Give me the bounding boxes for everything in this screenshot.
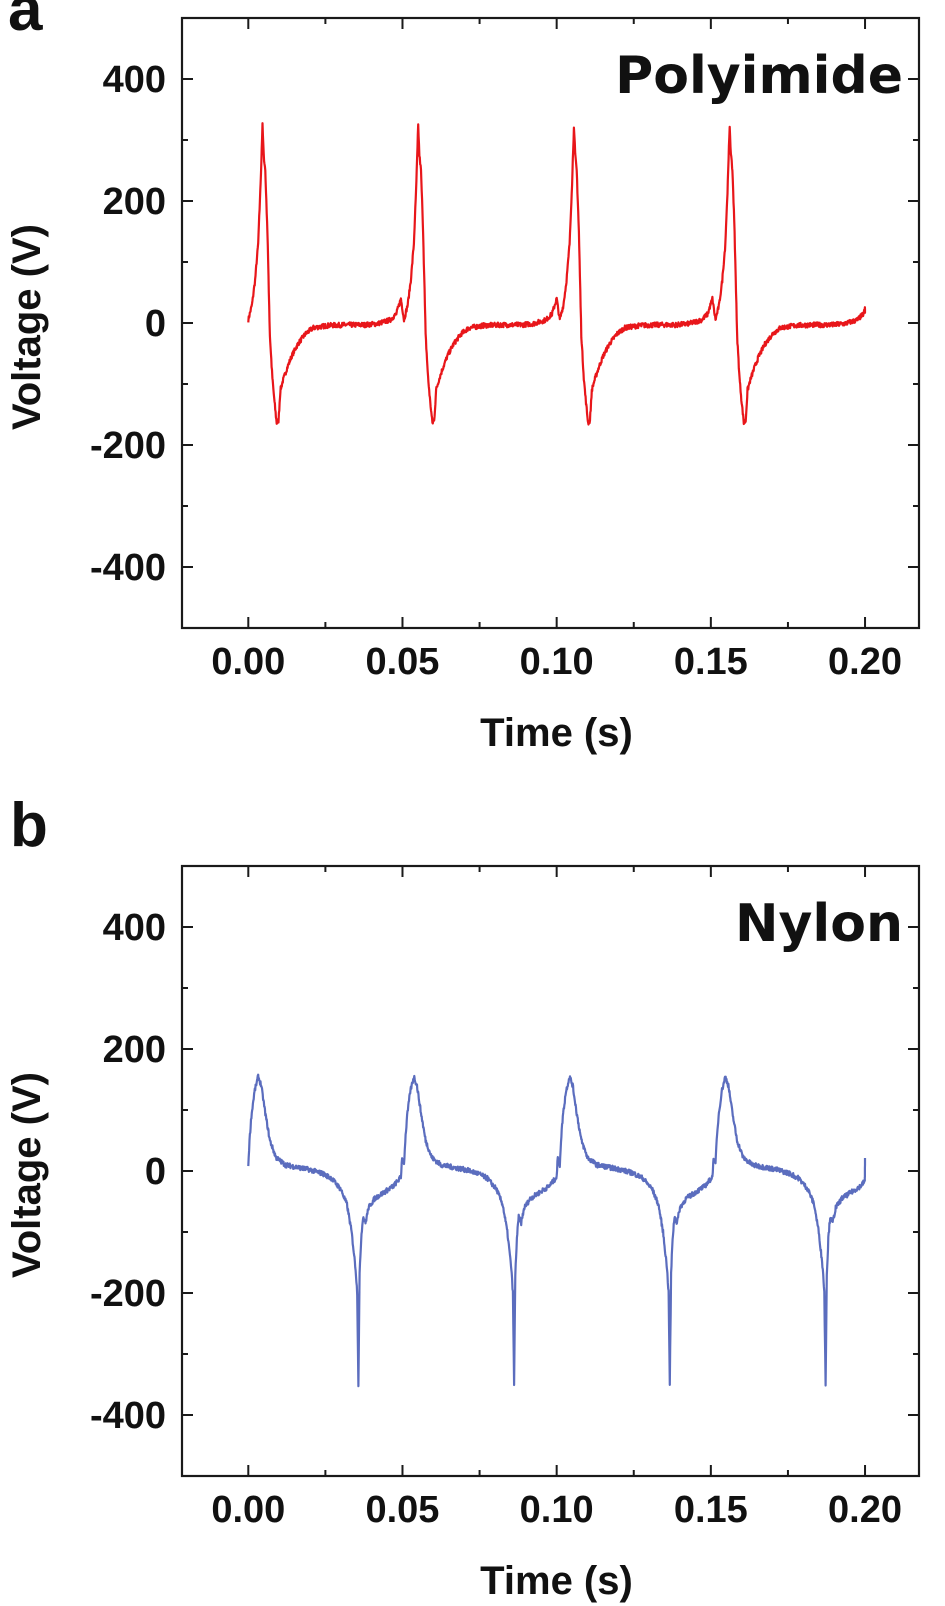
x-tick-label: 0.10 bbox=[520, 1489, 594, 1531]
y-tick-label: 400 bbox=[103, 59, 166, 101]
y-tick-label: 0 bbox=[145, 303, 166, 345]
y-tick-label: 0 bbox=[145, 1151, 166, 1193]
x-tick-label: 0.05 bbox=[365, 1489, 439, 1531]
y-tick-label: -400 bbox=[90, 547, 166, 589]
material-label: Nylon bbox=[735, 894, 903, 954]
data-series-line-polyimide bbox=[247, 122, 867, 426]
y-axis-title: Voltage (V) bbox=[5, 1072, 49, 1278]
x-tick-label: 0.00 bbox=[211, 641, 285, 683]
plot-frame bbox=[180, 864, 921, 1478]
x-tick-label: 0.20 bbox=[828, 641, 902, 683]
x-tick-label: 0.10 bbox=[520, 641, 594, 683]
y-tick-label: -200 bbox=[90, 425, 166, 467]
y-tick-label: -400 bbox=[90, 1395, 166, 1437]
panel-letter: b bbox=[10, 791, 48, 860]
material-label: Polyimide bbox=[615, 46, 903, 106]
y-tick-label: 400 bbox=[103, 907, 166, 949]
panel-letter: a bbox=[8, 0, 43, 44]
y-tick-label: 200 bbox=[103, 1029, 166, 1071]
x-axis-title: Time (s) bbox=[480, 1559, 633, 1603]
y-tick-label: -200 bbox=[90, 1273, 166, 1315]
data-series-line-nylon bbox=[247, 1073, 867, 1388]
panel-a: a 0.00 0.05 0.10 0.15 0.20 400 200 0 -200 -400 Time… bbox=[5, 0, 921, 755]
x-tick-label: 0.15 bbox=[674, 641, 748, 683]
x-tick-label: 0.15 bbox=[674, 1489, 748, 1531]
x-axis-title: Time (s) bbox=[480, 711, 633, 755]
y-axis-title: Voltage (V) bbox=[5, 224, 49, 430]
x-tick-label: 0.00 bbox=[211, 1489, 285, 1531]
y-tick-label: 200 bbox=[103, 181, 166, 223]
x-tick-label: 0.20 bbox=[828, 1489, 902, 1531]
panel-b: b 0.00 0.05 0.10 0.15 0.20 400 200 0 -200 -400 Time… bbox=[5, 791, 921, 1603]
x-tick-label: 0.05 bbox=[365, 641, 439, 683]
